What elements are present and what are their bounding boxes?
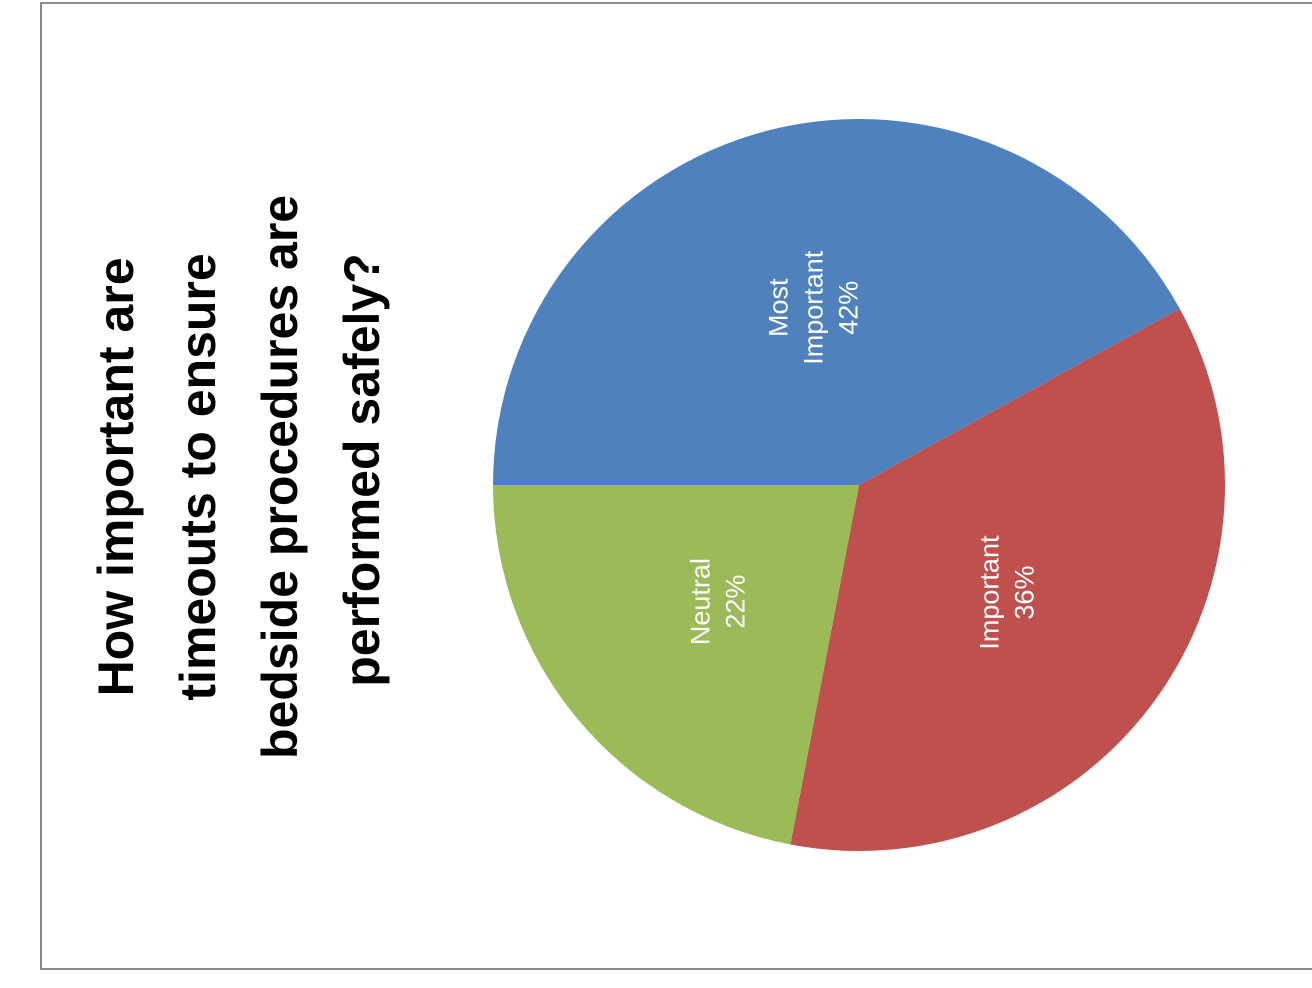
slice-percent: 22% (720, 575, 750, 629)
slice-name-line: Neutral (685, 558, 715, 645)
pie-slice-neutral (493, 485, 859, 845)
slice-name-line: Important (975, 535, 1005, 650)
pie-chart (493, 119, 1225, 851)
slice-label-neutral: Neutral 22% (685, 558, 750, 645)
slice-label-most-important: Most Important 42% (763, 250, 863, 365)
title-line-3: bedside procedures are (252, 195, 308, 759)
slice-name-line: Important (798, 250, 828, 365)
pie-slice-important (790, 308, 1225, 851)
chart-title: How important are timeouts to ensure bed… (88, 181, 390, 759)
slice-percent: 36% (1010, 566, 1040, 620)
slice-percent: 42% (833, 281, 863, 335)
slice-name-line: Most (763, 278, 793, 337)
title-line-4: performed safely? (334, 253, 390, 686)
slice-label-important: Important 36% (975, 535, 1040, 650)
title-line-2: timeouts to ensure (170, 253, 226, 700)
pie-labels: Most Important 42%Important 36%Neutral 22% (685, 250, 1039, 649)
svg-text:How important are timeou: How important are timeouts to ensure bed… (88, 181, 390, 759)
title-line-1: How important are (88, 257, 144, 696)
pie-slice-most-important (493, 119, 1180, 486)
